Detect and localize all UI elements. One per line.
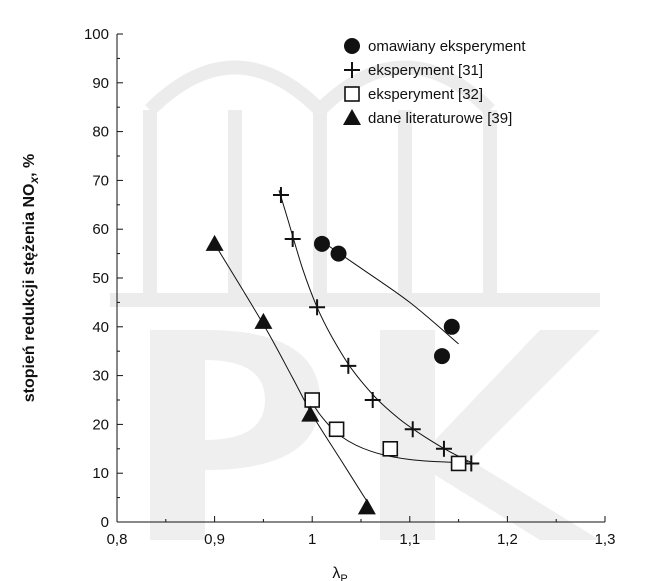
- x-axis-label-subscript: P: [340, 573, 347, 581]
- y-axis-label-suffix: , %: [21, 154, 38, 177]
- legend-marker-filled-circle: [344, 38, 360, 54]
- x-tick-label: 1,2: [497, 531, 518, 548]
- x-axis-label: λP: [332, 565, 347, 581]
- data-point-plus: [272, 187, 289, 204]
- data-point-open-square: [382, 440, 399, 457]
- data-point-filled-circle: [434, 348, 451, 365]
- data-point-plus: [284, 230, 301, 247]
- y-axis-label: stopień redukcji stężenia NOx, %: [21, 154, 41, 403]
- data-point-open-square: [304, 392, 321, 408]
- data-point-open-square: [450, 455, 467, 472]
- data-point-filled-triangle: [205, 234, 224, 251]
- axes: 0 10 20 30 40 50 60 70 80 90 100 0,8 0,9 1 1,1 1,2 1,3: [84, 26, 615, 548]
- y-tick-label: 20: [92, 416, 109, 433]
- data-point-plus: [435, 440, 452, 457]
- y-tick-label: 100: [84, 26, 109, 43]
- legend-label: dane literaturowe [39]: [368, 110, 512, 127]
- data-point-plus: [404, 421, 421, 438]
- data-point-filled-circle: [443, 318, 460, 335]
- data-point-filled-triangle: [254, 312, 273, 329]
- legend-label: eksperyment [31]: [368, 62, 483, 79]
- y-tick-label: 80: [92, 124, 109, 141]
- x-tick-label: 1: [308, 531, 316, 548]
- y-tick-label: 10: [92, 465, 109, 482]
- data-point-filled-circle: [313, 235, 330, 252]
- data-point-plus: [309, 299, 326, 316]
- data-point-filled-circle: [330, 245, 347, 262]
- legend-label: omawiany eksperyment: [368, 38, 526, 55]
- legend-marker-plus: [344, 62, 360, 78]
- x-tick-label: 0,8: [107, 531, 128, 548]
- data-markers: [205, 187, 480, 515]
- watermark-logo: [110, 60, 600, 540]
- data-point-open-square: [328, 421, 345, 438]
- legend: omawiany eksperyment eksperyment [31] eksp…: [343, 38, 526, 127]
- x-tick-label: 0,9: [204, 531, 225, 548]
- data-point-plus: [364, 392, 381, 408]
- legend-label: eksperyment [32]: [368, 86, 483, 103]
- y-axis-label-subscript: x: [27, 176, 41, 185]
- data-point-plus: [340, 357, 357, 374]
- data-point-filled-triangle: [357, 498, 376, 515]
- fit-curve-1: [278, 190, 474, 464]
- y-tick-label: 60: [92, 221, 109, 238]
- y-tick-label: 90: [92, 75, 109, 92]
- y-tick-label: 40: [92, 319, 109, 336]
- legend-marker-filled-triangle: [343, 109, 361, 125]
- x-tick-label: 1,3: [595, 531, 616, 548]
- x-ticks: 0,8 0,9 1 1,1 1,2 1,3: [107, 516, 616, 548]
- y-tick-label: 70: [92, 172, 109, 189]
- y-tick-label: 30: [92, 368, 109, 385]
- legend-marker-open-square: [344, 86, 360, 102]
- x-tick-label: 1,1: [399, 531, 420, 548]
- y-tick-label: 0: [101, 514, 109, 531]
- data-point-filled-triangle: [301, 405, 320, 422]
- y-ticks: 0 10 20 30 40 50 60 70 80 90 100: [84, 26, 123, 531]
- fit-curve-3: [214, 243, 372, 508]
- y-tick-label: 50: [92, 270, 109, 287]
